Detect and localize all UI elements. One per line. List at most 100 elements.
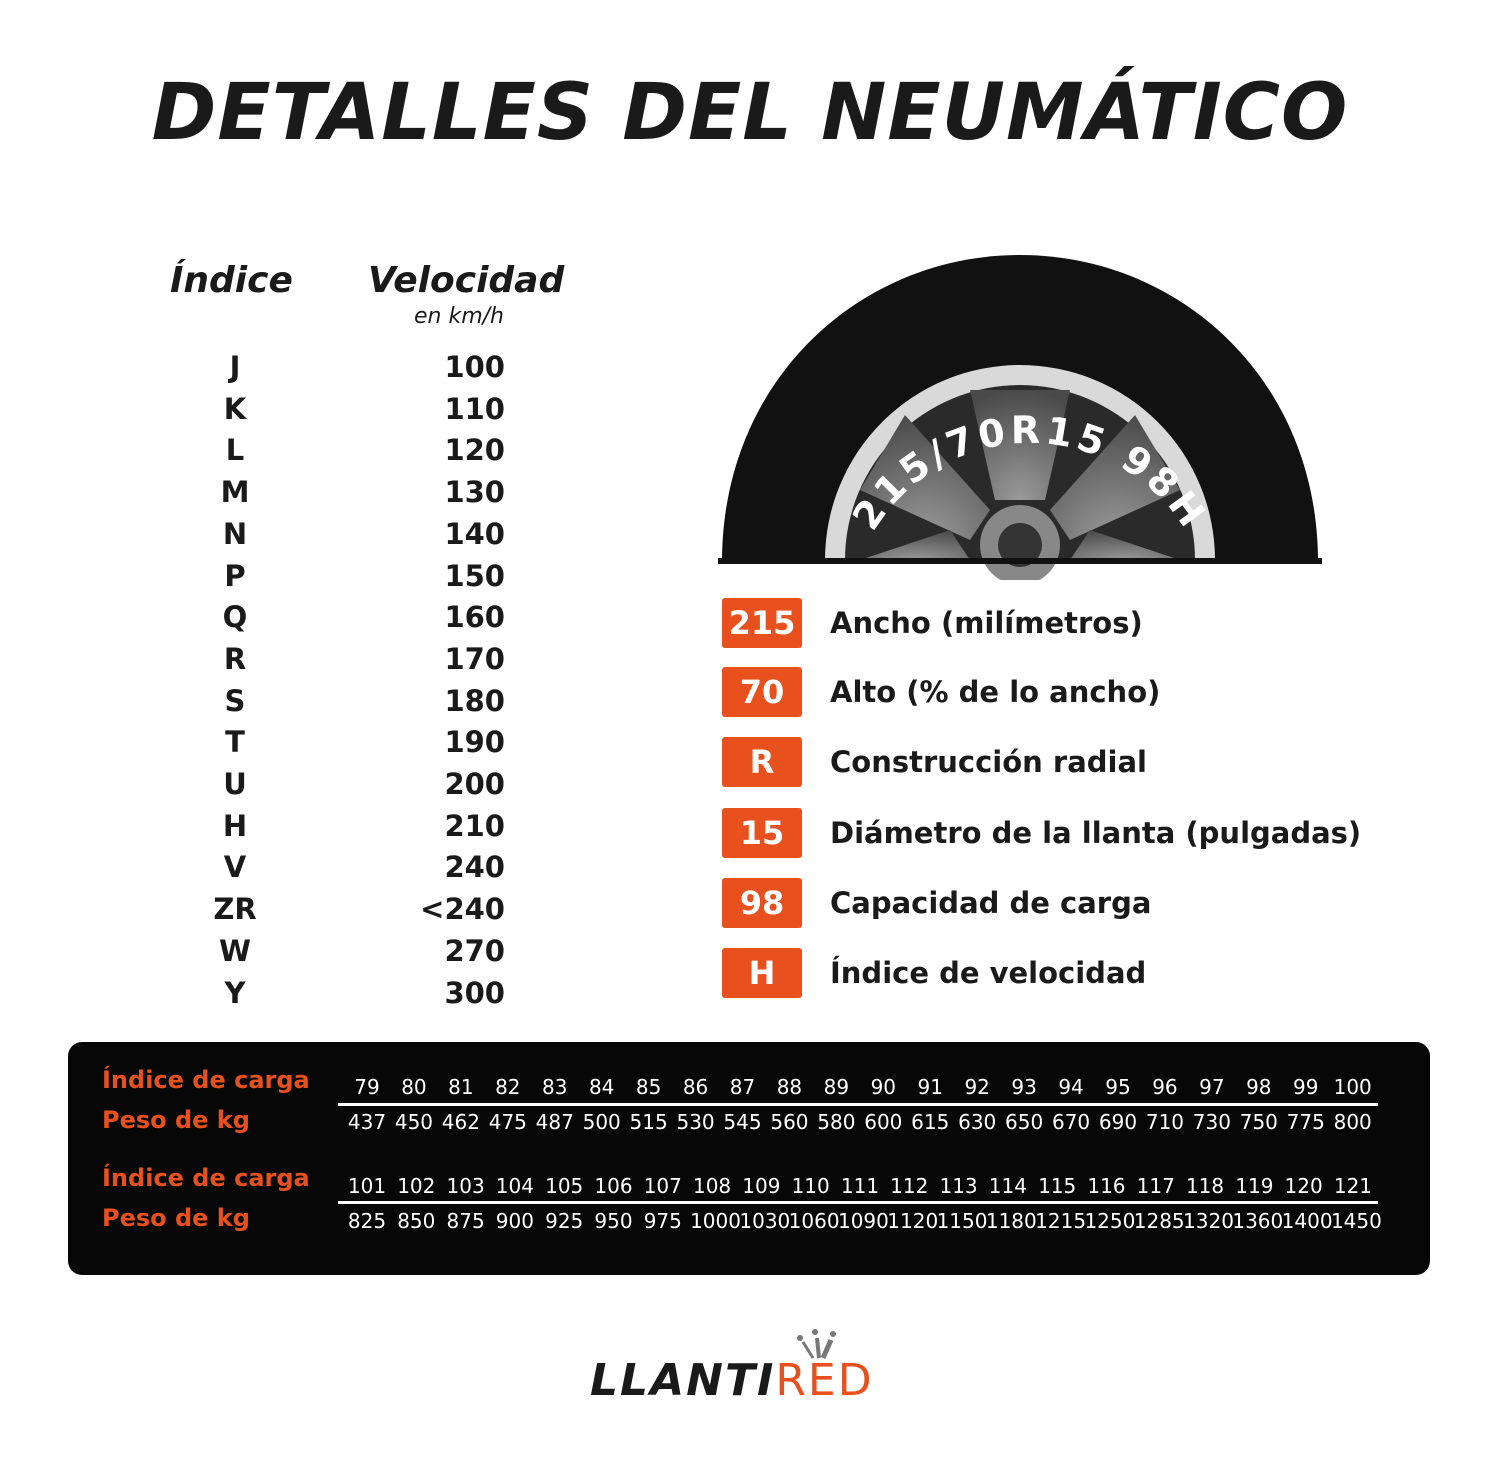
weight-cell: 750 [1239, 1110, 1278, 1134]
legend-badge: R [722, 737, 802, 787]
load-index-cell: 117 [1136, 1174, 1175, 1198]
speed-value: 200 [444, 767, 505, 801]
weight-cell: 437 [347, 1110, 387, 1134]
speed-value: 130 [444, 475, 505, 510]
legend-label: Índice de velocidad [830, 956, 1147, 990]
weight-row-1: 437 450 462 475 487 500 515 530 545 560 580 600 615 6… [345, 1110, 1375, 1134]
legend-label: Ancho (milímetros) [830, 606, 1143, 640]
load-index-panel [68, 1042, 1430, 1275]
legend-badge: H [722, 948, 802, 998]
weight-cell: 1215 [1035, 1209, 1087, 1233]
divider [338, 1201, 1378, 1204]
speed-index-letter: T [225, 725, 245, 760]
load-index-cell: 107 [643, 1174, 682, 1198]
speed-index-letter: K [223, 391, 247, 426]
legend-badge: 215 [722, 598, 802, 648]
logo-sparkle-icon [797, 1329, 836, 1360]
weight-label-1: Peso de kg [102, 1106, 250, 1134]
load-index-cell: 104 [495, 1174, 534, 1198]
logo: LLANTIRED [590, 1355, 874, 1406]
load-index-cell: 79 [354, 1075, 380, 1099]
speed-value: 170 [444, 641, 505, 676]
load-index-cell: 92 [964, 1075, 990, 1099]
load-index-label-2: Índice de carga [102, 1164, 310, 1192]
weight-cell: 975 [643, 1209, 682, 1233]
legend-label: Construcción radial [830, 745, 1147, 779]
legend-badge: 70 [722, 667, 802, 717]
speed-value: 110 [444, 391, 505, 426]
weight-cell: 630 [958, 1110, 997, 1134]
weight-cell: 1450 [1330, 1209, 1382, 1233]
page-title: DETALLES DEL NEUMÁTICO [151, 68, 1349, 158]
weight-cell: 462 [441, 1110, 480, 1134]
speed-value: 210 [444, 808, 505, 843]
index-header: Índice [170, 260, 293, 301]
load-index-cell: 102 [397, 1174, 436, 1198]
weight-cell: 775 [1286, 1110, 1325, 1134]
load-index-cell: 94 [1058, 1075, 1084, 1099]
speed-index-letter: V [223, 850, 247, 885]
speed-index-letter: S [224, 683, 246, 718]
load-index-cell: 109 [742, 1174, 781, 1198]
weight-cell: 515 [629, 1110, 668, 1134]
weight-cell: 1180 [985, 1209, 1037, 1233]
weight-cell: 850 [397, 1209, 436, 1233]
weight-cell: 1150 [936, 1209, 988, 1233]
load-index-cell: 87 [729, 1075, 756, 1099]
speed-value: 300 [444, 975, 505, 1010]
speed-value: 270 [444, 933, 505, 968]
load-index-cell: 100 [1333, 1075, 1372, 1099]
speed-index-letter: M [220, 475, 250, 510]
load-index-label-1: Índice de carga [102, 1066, 310, 1094]
divider [338, 1103, 1378, 1106]
speed-value: 140 [444, 516, 505, 551]
speed-index-letter: R [223, 641, 247, 676]
weight-cell: 690 [1098, 1110, 1138, 1134]
logo-part2: RED [775, 1355, 874, 1406]
weight-cell: 1120 [887, 1209, 939, 1233]
weight-cell: 1090 [837, 1209, 889, 1233]
speed-unit: en km/h [414, 304, 504, 329]
speed-index-letter: W [219, 933, 251, 968]
weight-cell: 825 [347, 1209, 387, 1233]
load-index-cell: 90 [870, 1075, 897, 1099]
weight-cell: 925 [545, 1209, 584, 1233]
legend-label: Alto (% de lo ancho) [830, 675, 1161, 709]
load-index-cell: 83 [542, 1075, 568, 1099]
load-index-cell: 103 [446, 1174, 485, 1198]
load-index-cell: 112 [890, 1174, 929, 1198]
load-index-cell: 96 [1152, 1075, 1178, 1099]
legend-label: Diámetro de la llanta (pulgadas) [830, 816, 1362, 850]
speed-value: 180 [444, 683, 505, 718]
weight-cell: 710 [1145, 1110, 1185, 1134]
weight-cell: 650 [1005, 1110, 1044, 1134]
load-index-cell: 81 [448, 1075, 474, 1099]
weight-cell: 875 [446, 1209, 485, 1233]
weight-row-2: 825 850 875 900 925 950 975 1000 1030 1060 1090 112… [345, 1209, 1382, 1233]
speed-value: 120 [444, 433, 505, 468]
load-index-cell: 93 [1011, 1075, 1037, 1099]
speed-value: 150 [444, 558, 505, 593]
load-index-cell: 108 [692, 1174, 732, 1198]
weight-cell: 900 [495, 1209, 534, 1233]
speed-index-letter: H [222, 808, 248, 843]
load-index-cell: 84 [588, 1075, 615, 1099]
speed-value: <240 [420, 892, 505, 927]
load-index-cell: 97 [1199, 1075, 1225, 1099]
speed-value: 160 [444, 600, 505, 635]
weight-cell: 530 [676, 1110, 715, 1134]
speed-index-letter: P [224, 558, 246, 593]
weight-cell: 1285 [1133, 1209, 1185, 1233]
load-index-cell: 116 [1087, 1174, 1126, 1198]
weight-cell: 545 [723, 1110, 762, 1134]
logo-part1: LLANTI [590, 1355, 776, 1406]
legend-badge: 15 [722, 808, 802, 858]
speed-index-letter: J [229, 350, 241, 384]
load-index-cell: 95 [1105, 1075, 1131, 1099]
weight-cell: 1250 [1084, 1209, 1136, 1233]
load-index-cell: 86 [682, 1075, 709, 1099]
load-index-cell: 88 [776, 1075, 803, 1099]
weight-cell: 1030 [739, 1209, 791, 1233]
load-index-cell: 80 [401, 1075, 427, 1099]
tire-illustration: 215/70R15 98H [718, 255, 1322, 580]
